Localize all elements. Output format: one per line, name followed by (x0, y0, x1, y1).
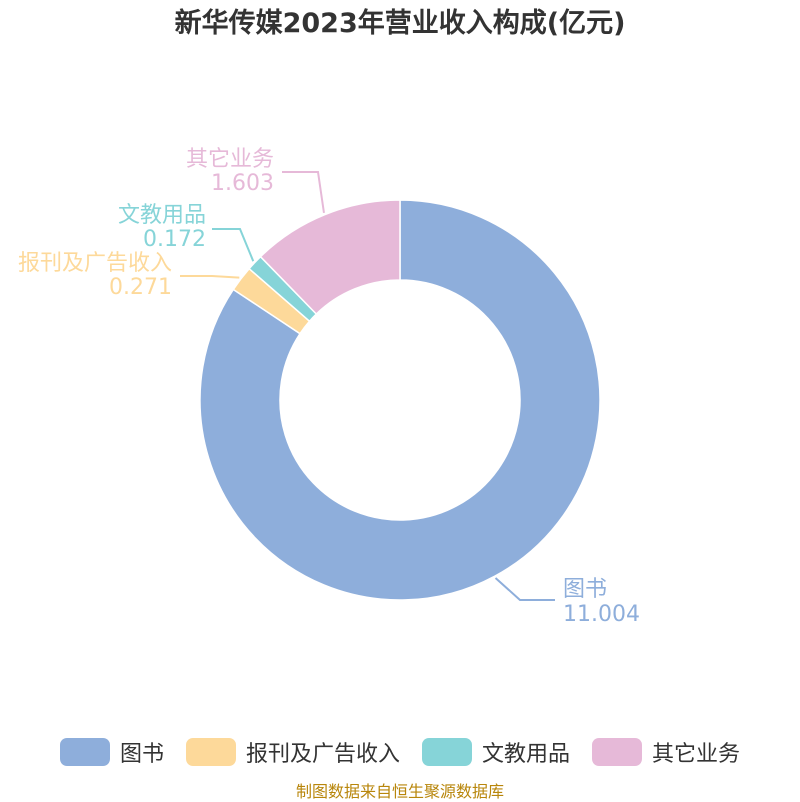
callout-line-0 (494, 577, 555, 601)
legend-swatch-0 (59, 738, 110, 766)
callout-line-3 (282, 171, 325, 213)
legend-label-2: 文教用品 (482, 742, 571, 767)
slice-3[interactable] (259, 199, 401, 316)
chart-title: 新华传媒2023年营业收入构成(亿元) (174, 8, 626, 39)
donut-slices (199, 199, 601, 601)
callout-line-2 (212, 228, 255, 262)
slice-label-value-3: 1.603 (211, 171, 274, 196)
legend-item-3[interactable]: 其它业务 (592, 736, 740, 768)
legend-label-3: 其它业务 (652, 742, 741, 767)
callout-line-1 (180, 275, 240, 279)
slice-label-value-0: 11.004 (563, 602, 640, 627)
slice-label-name-0: 图书 (563, 577, 607, 602)
source-note: 制图数据来自恒生聚源数据库 (295, 782, 504, 801)
legend-item-0[interactable]: 图书 (59, 736, 164, 768)
legend-item-1[interactable]: 报刊及广告收入 (185, 736, 400, 768)
slice-0[interactable] (199, 199, 601, 601)
legend-label-1: 报刊及广告收入 (245, 742, 400, 767)
legend-label-0: 图书 (119, 742, 164, 767)
legend-swatch-1 (185, 738, 236, 766)
slice-label-name-1: 报刊及广告收入 (18, 251, 172, 276)
legend: 图书 报刊及广告收入 文教用品 其它业务 (0, 736, 800, 768)
legend-item-2[interactable]: 文教用品 (422, 736, 570, 768)
slice-label-value-1: 0.271 (109, 275, 172, 300)
slice-label-name-3: 其它业务 (186, 147, 274, 172)
legend-swatch-2 (422, 738, 472, 766)
legend-swatch-3 (592, 738, 643, 766)
slice-label-value-2: 0.172 (143, 227, 206, 252)
slice-label-name-2: 文教用品 (118, 203, 206, 228)
